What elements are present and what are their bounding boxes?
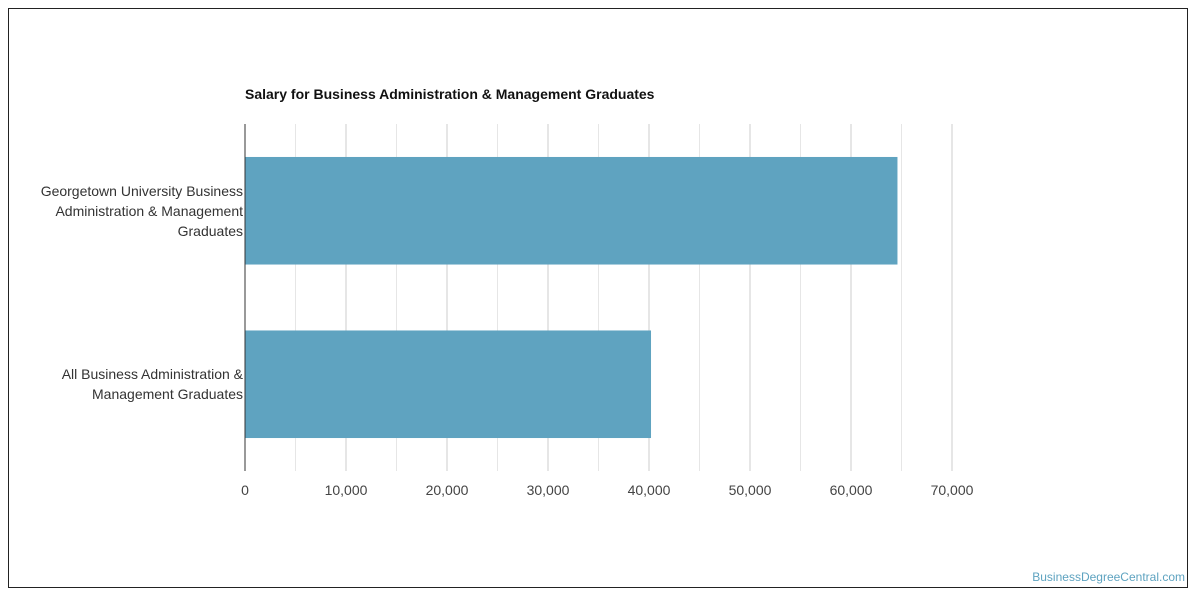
x-tick-label: 60,000	[830, 482, 873, 498]
x-tick-label: 30,000	[527, 482, 570, 498]
category-label: Georgetown University Business Administr…	[40, 182, 243, 239]
x-tick-label: 50,000	[729, 482, 772, 498]
bar-0	[245, 156, 898, 265]
category-label: All Business Administration & Management…	[61, 366, 243, 403]
x-tick-label: 20,000	[426, 482, 469, 498]
bar-1	[245, 330, 652, 439]
x-tick-label: 0	[241, 482, 249, 498]
x-tick-label: 70,000	[931, 482, 974, 498]
x-tick-label: 10,000	[325, 482, 368, 498]
watermark-link[interactable]: BusinessDegreeCentral.com	[1032, 570, 1185, 584]
chart-title: Salary for Business Administration & Man…	[245, 86, 655, 102]
x-tick-label: 40,000	[628, 482, 671, 498]
